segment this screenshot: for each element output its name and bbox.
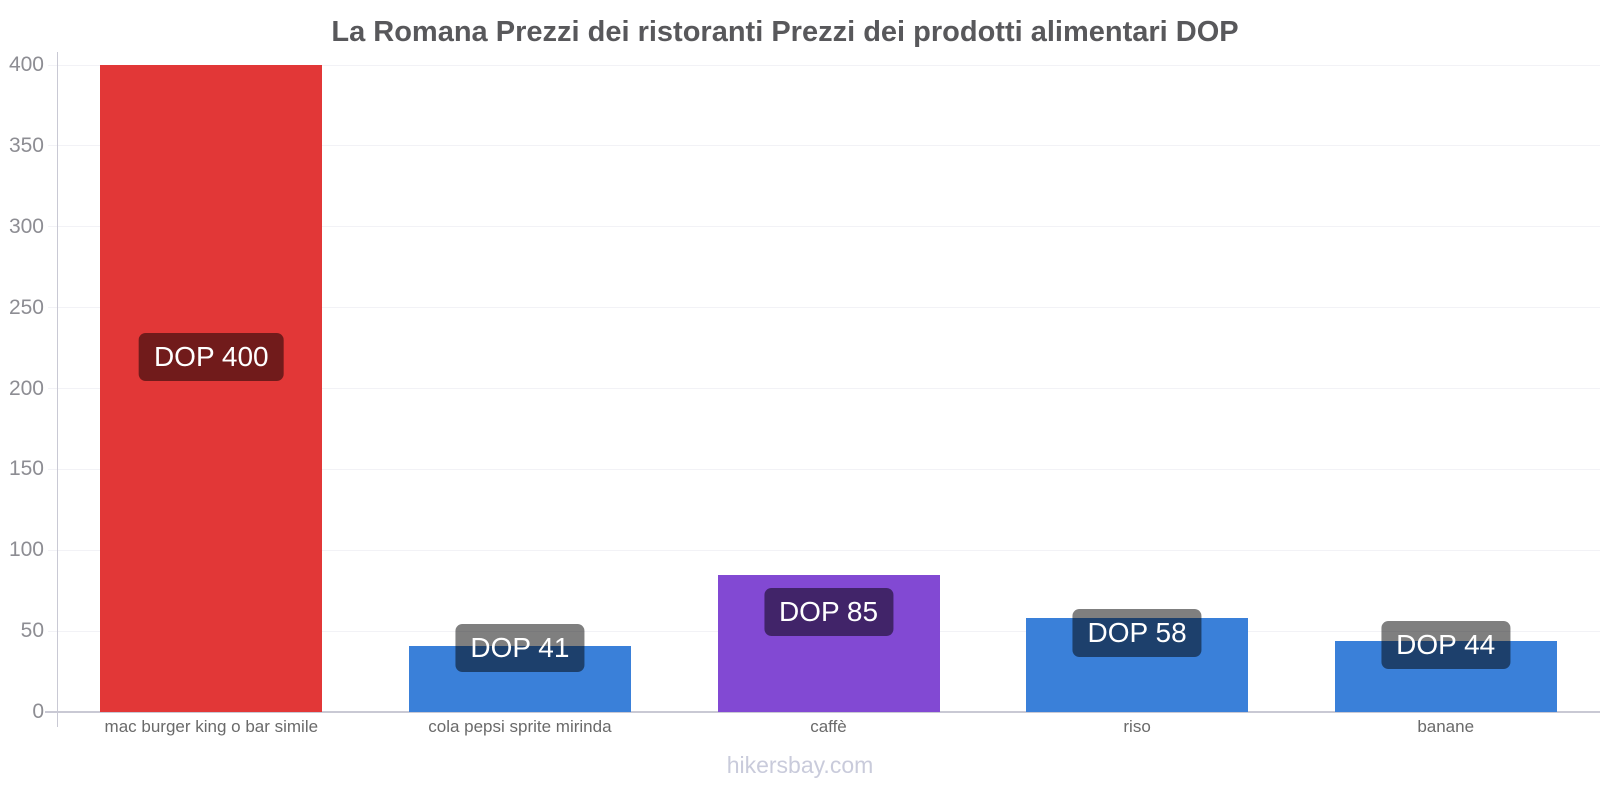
y-axis-tick-label: 300 xyxy=(8,214,44,238)
y-gridline xyxy=(48,226,1600,228)
y-axis-tick-label: 150 xyxy=(8,457,44,481)
watermark-text: hikersbay.com xyxy=(726,752,874,778)
x-category-label: riso xyxy=(1123,717,1151,736)
y-axis-tick-label: 0 xyxy=(32,700,44,723)
bar-value-label: DOP 58 xyxy=(1072,609,1202,658)
y-axis-tick-label: 350 xyxy=(8,133,44,157)
x-category-label: banane xyxy=(1417,717,1475,736)
y-axis-tick-label: 100 xyxy=(8,538,44,562)
bar-value-label: DOP 85 xyxy=(763,587,894,636)
y-axis-tick-label: 200 xyxy=(8,376,44,400)
bar-value-label: DOP 400 xyxy=(138,333,284,381)
x-category-label: caffè xyxy=(810,717,847,736)
y-gridline xyxy=(48,549,1600,551)
y-gridline xyxy=(48,388,1600,389)
y-gridline xyxy=(48,468,1600,470)
y-axis-tick-label: 50 xyxy=(20,619,44,643)
y-axis-tick-label: 400 xyxy=(8,53,44,76)
y-gridline xyxy=(48,307,1600,309)
x-axis-line xyxy=(45,711,1600,713)
x-category-label: cola pepsi sprite mirinda xyxy=(428,717,612,736)
bar-value-label: DOP 44 xyxy=(1381,620,1511,669)
y-gridline xyxy=(48,145,1600,147)
bar-1 xyxy=(100,65,323,712)
y-axis-line xyxy=(57,52,58,727)
y-gridline xyxy=(48,64,1600,66)
x-category-label: mac burger king o bar simile xyxy=(104,717,319,736)
y-axis-tick-label: 250 xyxy=(8,295,44,319)
bar-value-label: DOP 41 xyxy=(455,623,585,672)
chart-title: La Romana Prezzi dei ristoranti Prezzi d… xyxy=(331,16,1239,48)
